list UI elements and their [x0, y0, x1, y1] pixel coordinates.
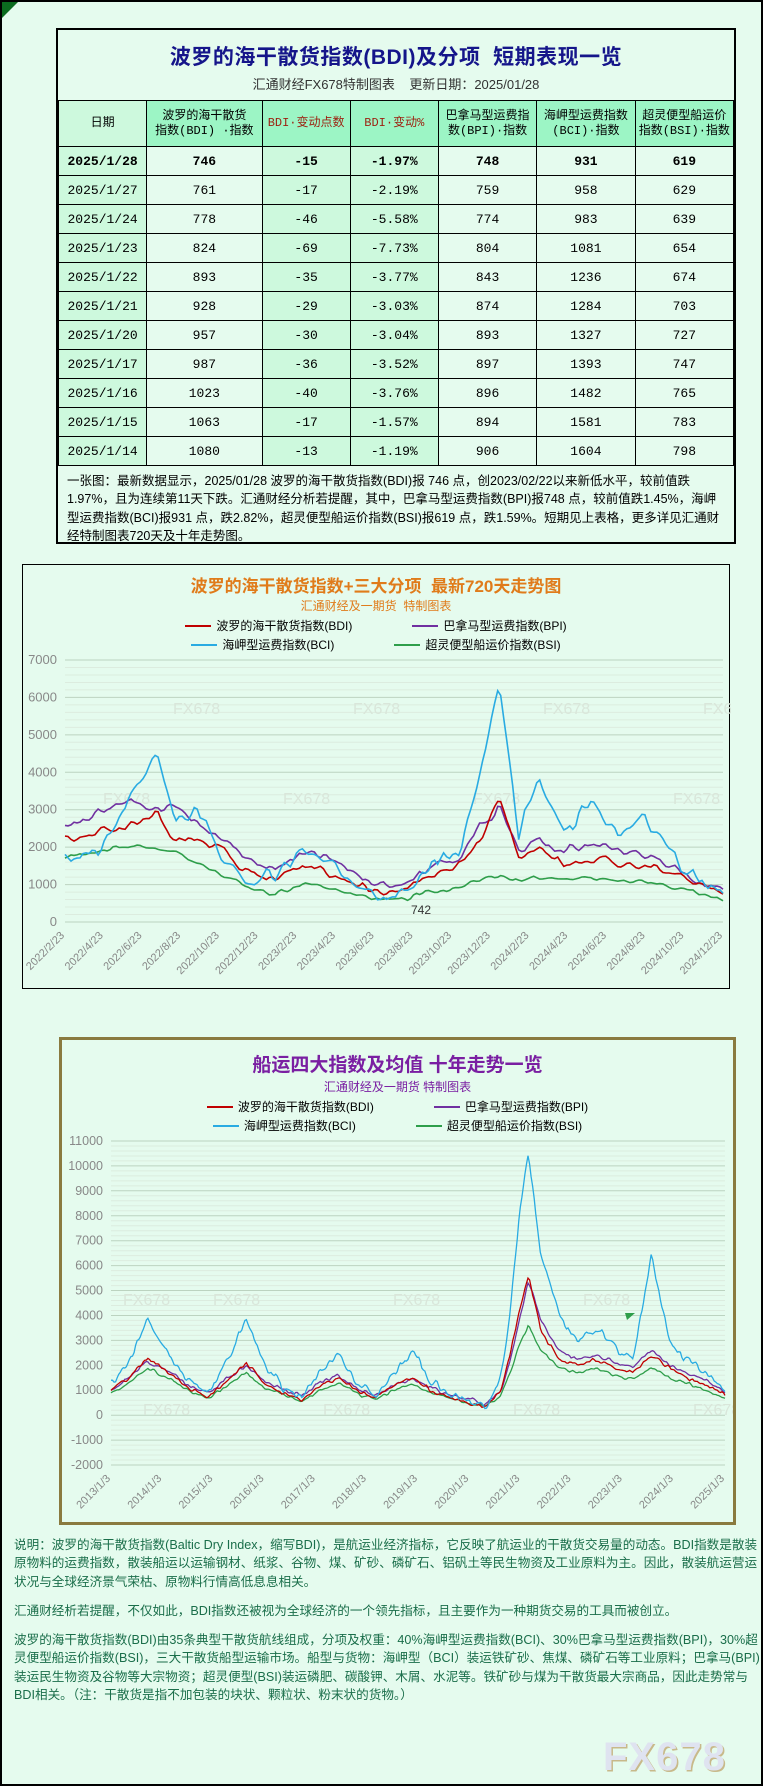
svg-text:6000: 6000 [75, 1259, 103, 1273]
svg-text:2016/1/3: 2016/1/3 [227, 1473, 266, 1512]
svg-text:9000: 9000 [75, 1184, 103, 1198]
svg-text:5000: 5000 [28, 727, 57, 742]
svg-text:FX678: FX678 [693, 1402, 733, 1419]
svg-text:3000: 3000 [75, 1333, 103, 1347]
svg-text:2000: 2000 [75, 1358, 103, 1372]
svg-text:2023/1/3: 2023/1/3 [586, 1473, 625, 1512]
svg-text:FX678: FX678 [583, 1292, 630, 1309]
svg-text:2025/1/3: 2025/1/3 [688, 1473, 727, 1512]
svg-text:FX678: FX678 [353, 701, 400, 718]
svg-text:2017/1/3: 2017/1/3 [279, 1473, 318, 1512]
svg-text:742: 742 [411, 903, 431, 917]
svg-text:7000: 7000 [75, 1234, 103, 1248]
svg-text:6000: 6000 [28, 689, 57, 704]
svg-text:2018/1/3: 2018/1/3 [330, 1473, 369, 1512]
svg-text:2022/6/23: 2022/6/23 [101, 930, 144, 973]
svg-text:2020/1/3: 2020/1/3 [432, 1473, 471, 1512]
svg-text:-1000: -1000 [71, 1433, 103, 1447]
svg-text:2023/4/23: 2023/4/23 [295, 930, 338, 973]
svg-text:2024/6/23: 2024/6/23 [566, 930, 609, 973]
svg-text:FX678: FX678 [283, 791, 330, 808]
svg-text:FX678: FX678 [213, 1292, 260, 1309]
svg-text:10000: 10000 [68, 1159, 103, 1173]
svg-text:2022/1/3: 2022/1/3 [534, 1473, 573, 1512]
svg-text:2000: 2000 [28, 839, 57, 854]
svg-text:FX678: FX678 [543, 701, 590, 718]
svg-text:8000: 8000 [75, 1209, 103, 1223]
svg-text:2015/1/3: 2015/1/3 [176, 1473, 215, 1512]
svg-text:FX678: FX678 [143, 1402, 190, 1419]
svg-text:2023/2/23: 2023/2/23 [256, 930, 299, 973]
svg-text:2022/4/23: 2022/4/23 [63, 930, 106, 973]
svg-text:FX678: FX678 [123, 1292, 170, 1309]
svg-text:0: 0 [96, 1408, 103, 1422]
svg-text:FX678: FX678 [323, 1402, 370, 1419]
svg-text:2024/2/23: 2024/2/23 [489, 930, 532, 973]
svg-text:FX678: FX678 [513, 1402, 560, 1419]
svg-text:2022/2/23: 2022/2/23 [24, 930, 67, 973]
svg-text:2014/1/3: 2014/1/3 [125, 1473, 164, 1512]
svg-text:11000: 11000 [69, 1135, 103, 1148]
svg-text:4000: 4000 [28, 764, 57, 779]
svg-text:2024/4/23: 2024/4/23 [527, 930, 570, 973]
svg-text:0: 0 [50, 914, 57, 929]
svg-text:FX678: FX678 [673, 791, 720, 808]
svg-text:FX678: FX678 [173, 701, 220, 718]
svg-text:7000: 7000 [28, 654, 57, 667]
svg-text:2019/1/3: 2019/1/3 [381, 1473, 420, 1512]
svg-text:1000: 1000 [28, 877, 57, 892]
svg-text:5000: 5000 [75, 1284, 103, 1298]
svg-text:FX678: FX678 [703, 701, 731, 718]
svg-text:-2000: -2000 [71, 1458, 103, 1472]
svg-text:2024/1/3: 2024/1/3 [637, 1473, 676, 1512]
svg-text:2013/1/3: 2013/1/3 [74, 1473, 113, 1512]
svg-text:2021/1/3: 2021/1/3 [483, 1473, 522, 1512]
svg-text:2023/6/23: 2023/6/23 [334, 930, 377, 973]
svg-text:1000: 1000 [75, 1383, 103, 1397]
svg-text:FX678: FX678 [393, 1292, 440, 1309]
svg-text:4000: 4000 [75, 1309, 103, 1323]
svg-text:3000: 3000 [28, 802, 57, 817]
